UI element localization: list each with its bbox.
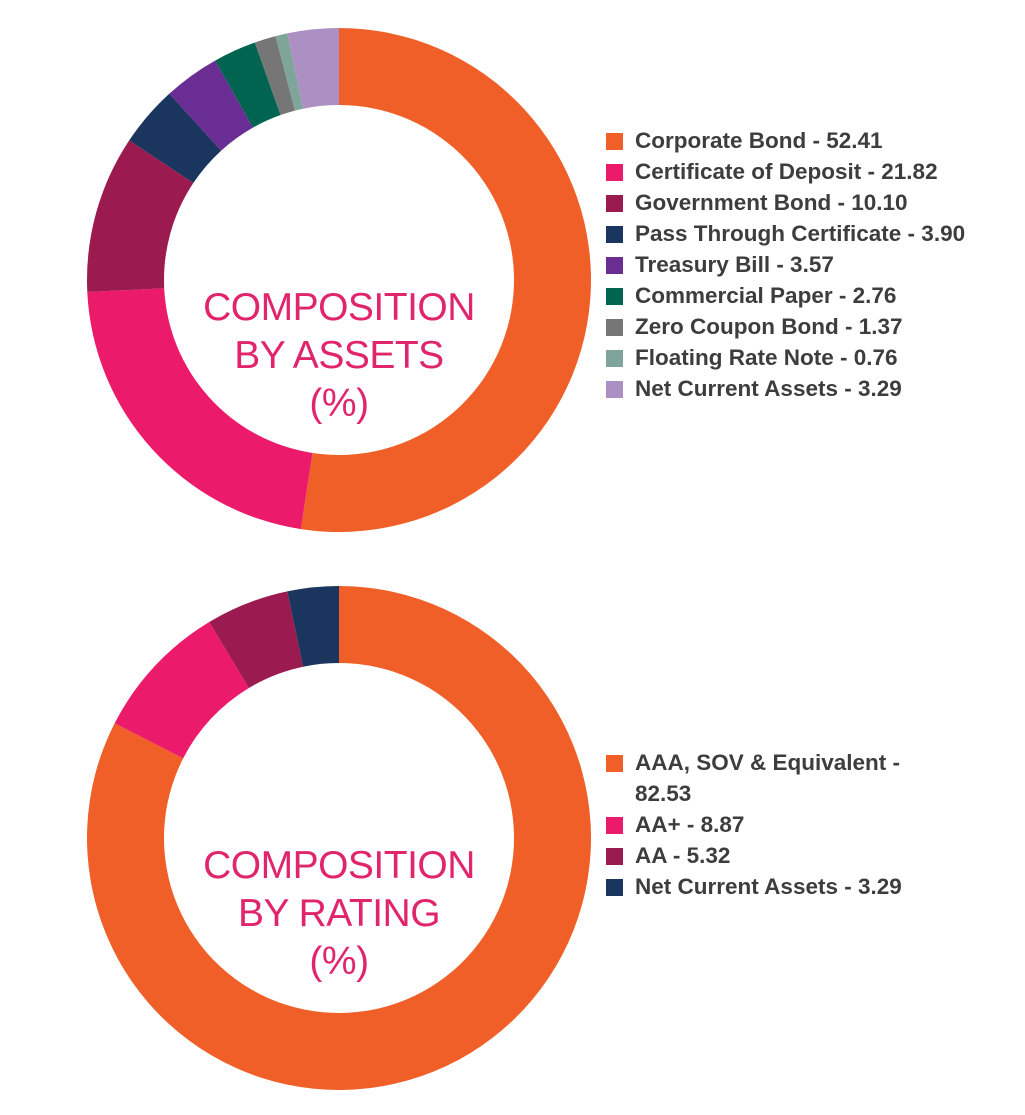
- rating-slice-aa: [209, 591, 304, 688]
- rating-legend-item: Net Current Assets - 3.29: [606, 871, 936, 902]
- assets-slice-corporate-bond: [300, 28, 591, 532]
- rating-title-line-1: COMPOSITION: [203, 844, 475, 887]
- assets-donut: [87, 28, 591, 532]
- legend-swatch: [606, 226, 623, 243]
- rating-legend-item: AA - 5.32: [606, 840, 936, 871]
- assets-slice-commercial-paper: [215, 42, 281, 128]
- assets-title-line-3: (%): [309, 382, 369, 425]
- assets-title-line-2: BY ASSETS: [234, 334, 444, 377]
- assets-legend-item: Certificate of Deposit - 21.82: [606, 156, 1016, 187]
- rating-legend-item: AA+ - 8.87: [606, 809, 936, 840]
- rating-legend-label: AA+ - 8.87: [635, 812, 745, 837]
- composition-by-rating-chart: COMPOSITION BY RATING (%) AAA, SOV & Equ…: [0, 555, 1025, 1115]
- assets-legend-label: Treasury Bill - 3.57: [635, 252, 834, 277]
- composition-by-assets-chart: COMPOSITION BY ASSETS (%) Corporate Bond…: [0, 0, 1025, 545]
- legend-swatch: [606, 350, 623, 367]
- rating-legend: AAA, SOV & Equivalent - 82.53 AA+ - 8.87…: [606, 747, 936, 902]
- assets-slice-certificate-of-deposit: [87, 288, 313, 530]
- rating-legend-item: AAA, SOV & Equivalent - 82.53: [606, 747, 936, 809]
- rating-slice-aa: [114, 621, 249, 759]
- assets-slice-government-bond: [87, 140, 194, 292]
- assets-legend-item: Corporate Bond - 52.41: [606, 125, 1016, 156]
- assets-slice-zero-coupon-bond: [254, 36, 295, 116]
- assets-legend-item: Floating Rate Note - 0.76: [606, 342, 1016, 373]
- legend-swatch: [606, 879, 623, 896]
- assets-slice-floating-rate-note: [275, 33, 304, 111]
- assets-legend-item: Commercial Paper - 2.76: [606, 280, 1016, 311]
- legend-swatch: [606, 755, 623, 772]
- assets-center-title: COMPOSITION BY ASSETS (%): [189, 284, 489, 428]
- rating-slice-aaa-sov-equivalent: [86, 586, 592, 1090]
- rating-title-line-3: (%): [309, 940, 369, 983]
- legend-swatch: [606, 817, 623, 834]
- assets-legend-label: Zero Coupon Bond - 1.37: [635, 314, 903, 339]
- assets-legend-label: Certificate of Deposit - 21.82: [635, 159, 938, 184]
- legend-swatch: [606, 164, 623, 181]
- legend-swatch: [606, 288, 623, 305]
- legend-swatch: [606, 257, 623, 274]
- assets-legend-label: Floating Rate Note - 0.76: [635, 345, 898, 370]
- rating-center-title: COMPOSITION BY RATING (%): [189, 842, 489, 986]
- assets-legend-label: Net Current Assets - 3.29: [635, 376, 902, 401]
- assets-legend-label: Commercial Paper - 2.76: [635, 283, 897, 308]
- legend-swatch: [606, 319, 623, 336]
- assets-slice-net-current-assets: [287, 28, 339, 109]
- assets-title-line-1: COMPOSITION: [203, 286, 475, 329]
- assets-legend-label: Pass Through Certificate - 3.90: [635, 221, 966, 246]
- assets-slice-treasury-bill: [169, 60, 253, 151]
- legend-swatch: [606, 381, 623, 398]
- assets-slice-pass-through-certificate: [129, 93, 222, 184]
- assets-legend: Corporate Bond - 52.41 Certificate of De…: [606, 125, 1016, 404]
- rating-legend-label: AAA, SOV & Equivalent - 82.53: [635, 750, 901, 806]
- assets-legend-label: Government Bond - 10.10: [635, 190, 908, 215]
- assets-legend-label: Corporate Bond - 52.41: [635, 128, 883, 153]
- rating-slice-net-current-assets: [287, 586, 339, 667]
- legend-swatch: [606, 848, 623, 865]
- assets-legend-item: Zero Coupon Bond - 1.37: [606, 311, 1016, 342]
- rating-title-line-2: BY RATING: [237, 892, 441, 935]
- assets-legend-item: Net Current Assets - 3.29: [606, 373, 1016, 404]
- legend-swatch: [606, 195, 623, 212]
- rating-legend-label: AA - 5.32: [635, 843, 731, 868]
- assets-legend-item: Government Bond - 10.10: [606, 187, 1016, 218]
- assets-legend-item: Pass Through Certificate - 3.90: [606, 218, 1016, 249]
- assets-legend-item: Treasury Bill - 3.57: [606, 249, 1016, 280]
- rating-donut: [86, 586, 592, 1090]
- rating-legend-label: Net Current Assets - 3.29: [635, 874, 902, 899]
- legend-swatch: [606, 133, 623, 150]
